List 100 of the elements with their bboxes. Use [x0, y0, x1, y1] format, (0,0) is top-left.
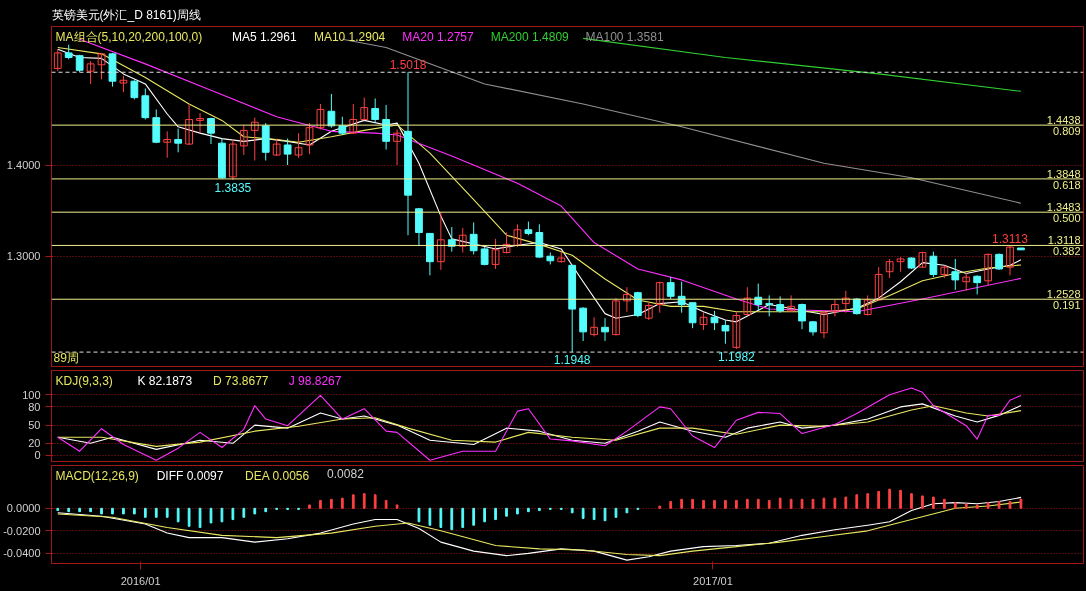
candlestick — [765, 294, 774, 317]
candlestick — [984, 252, 993, 286]
candlestick — [612, 297, 620, 337]
annotation: 1.1948 — [553, 353, 591, 368]
candlestick — [185, 103, 193, 146]
candlestick — [623, 286, 631, 313]
text: K 82.1873 — [137, 373, 193, 388]
candlestick — [841, 290, 850, 314]
candlestick — [436, 211, 445, 271]
legend-title: MACD(12,26,9) — [55, 468, 139, 483]
candlestick — [491, 238, 500, 270]
candlestick — [885, 258, 894, 279]
text: DEA 0.0056 — [245, 468, 310, 483]
ref-line-label: 1.3848 — [1046, 167, 1081, 180]
candlestick — [250, 117, 259, 161]
candlestick — [502, 232, 511, 254]
text: MA100 1.3581 — [585, 29, 664, 44]
candlestick — [688, 302, 697, 329]
candlestick — [962, 272, 971, 292]
candlestick — [590, 316, 598, 337]
candlestick — [239, 124, 248, 156]
annotation: 0.618 — [1052, 178, 1081, 191]
series-label: MA200 1.4809 — [490, 29, 570, 44]
candlestick — [655, 281, 664, 314]
y-tick-label: 0 — [34, 449, 41, 462]
candlestick — [951, 258, 960, 291]
candlestick — [743, 286, 752, 316]
text: D 73.8677 — [213, 373, 269, 388]
ref-line-label: 1.4438 — [1046, 114, 1081, 127]
candlestick — [633, 291, 642, 318]
candlestick — [163, 130, 172, 159]
candlestick — [97, 52, 106, 80]
text: MA20 1.2757 — [402, 29, 475, 44]
candlestick — [699, 311, 708, 331]
candlestick — [360, 97, 369, 121]
candlestick — [130, 79, 139, 100]
annotation: 1.3835 — [214, 181, 252, 196]
candlestick — [721, 319, 730, 345]
candlestick — [874, 266, 883, 302]
chart-title: 英镑美元(外汇_D 8161)周线 — [51, 7, 201, 22]
candlestick — [174, 128, 183, 153]
candlestick — [973, 274, 982, 295]
x-tick-label: 2016/01 — [120, 574, 161, 587]
y-tick-label: 80 — [28, 400, 41, 413]
candlestick — [371, 98, 380, 123]
annotation: 1.1982 — [718, 350, 756, 364]
candlestick — [305, 122, 314, 155]
candlestick — [316, 103, 325, 130]
candlestick — [283, 138, 292, 166]
candlestick — [830, 299, 839, 317]
candlestick — [86, 60, 95, 85]
y-tick-label: -0.0200 — [3, 524, 41, 537]
y-tick-label: 100 — [22, 388, 41, 401]
candlestick — [53, 48, 62, 72]
x-tick-label: 2017/01 — [693, 574, 733, 587]
series-label: J 98.8267 — [288, 373, 342, 388]
annotation: 0.191 — [1052, 299, 1081, 312]
candlestick — [666, 276, 675, 300]
annotation: 89周 — [53, 350, 79, 365]
ref-line-label: 1.3483 — [1046, 201, 1081, 214]
annotation: 0.809 — [1052, 125, 1081, 138]
candlestick — [644, 301, 653, 321]
text: MA10 1.2904 — [313, 29, 386, 44]
candlestick — [820, 310, 828, 339]
y-tick-label: -0.0400 — [3, 547, 41, 560]
candlestick — [513, 223, 522, 248]
y-tick-label: 1.3000 — [6, 250, 41, 263]
candlestick — [458, 227, 467, 254]
candlestick — [677, 281, 686, 314]
candlestick — [349, 103, 358, 135]
text: DIFF 0.0097 — [156, 468, 224, 483]
candlestick — [393, 129, 401, 166]
annotation: 1.5018 — [389, 58, 427, 73]
candlestick — [710, 310, 719, 331]
candlestick — [601, 317, 609, 342]
candlestick — [382, 104, 391, 151]
text: MA5 1.2961 — [231, 29, 297, 44]
y-tick-label: 50 — [28, 419, 41, 432]
y-tick-label: 1.4000 — [6, 159, 41, 172]
y-tick-label: 20 — [28, 437, 41, 450]
annotation: 0.500 — [1052, 212, 1081, 225]
candlestick — [863, 294, 872, 316]
legend-title: KDJ(9,3,3) — [55, 373, 113, 388]
annotation: 0.382 — [1052, 245, 1081, 258]
candlestick — [732, 311, 741, 350]
ref-line-label: 1.2528 — [1046, 288, 1081, 301]
candlestick — [929, 251, 938, 278]
candlestick — [338, 116, 347, 136]
candlestick — [1006, 245, 1014, 276]
legend-title: MA组合(5,10,20,200,100,0) — [55, 29, 203, 44]
line-series — [57, 387, 1022, 461]
y-tick-label: 0.0000 — [6, 502, 41, 515]
candlestick — [415, 207, 423, 247]
candlestick — [327, 93, 336, 129]
candlestick — [228, 139, 237, 181]
ref-line-label: 1.3118 — [1047, 234, 1081, 247]
candlestick — [294, 132, 303, 159]
candlestick — [579, 306, 588, 342]
candlestick — [196, 112, 204, 134]
candlestick — [141, 87, 150, 120]
